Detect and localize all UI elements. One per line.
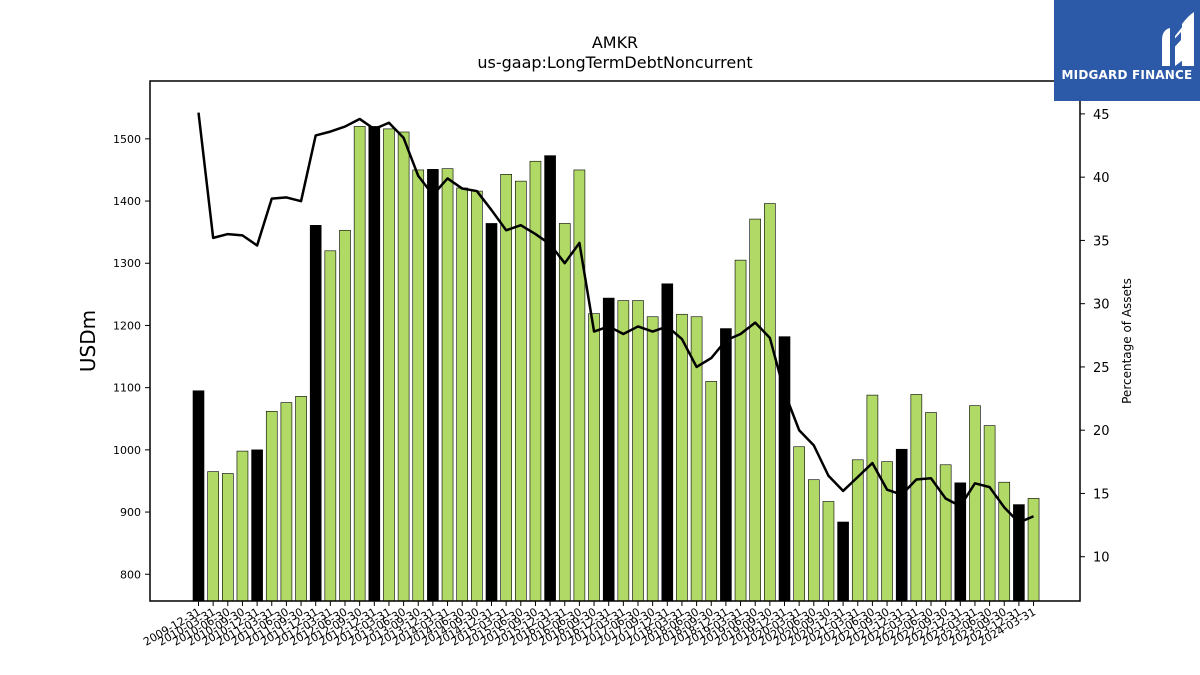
right-axis: 10 15 20 25 30 35 40 45	[1080, 108, 1110, 566]
bar-2010-06-30	[222, 473, 234, 602]
bar-2012-12-31	[368, 126, 381, 602]
y-tick-label: 1200	[113, 319, 141, 332]
bar-2013-06-30	[397, 131, 410, 602]
bar-2018-12-31	[720, 328, 732, 602]
bar-2023-06-30	[983, 425, 996, 602]
plot-frame	[149, 80, 1081, 602]
y2-tick-label: 20	[1093, 424, 1110, 439]
bar-series	[192, 126, 1040, 602]
bar-2019-06-30	[749, 218, 762, 602]
bar-2017-03-31	[617, 300, 630, 602]
y2-tick-label: 15	[1093, 487, 1110, 502]
bar-2017-09-30	[646, 316, 659, 602]
line-series	[197, 112, 1035, 524]
bar-2020-03-31	[793, 446, 805, 602]
bar-2017-06-30	[632, 300, 644, 602]
y2-tick-label: 45	[1093, 108, 1110, 123]
bar-2010-12-31	[251, 449, 263, 602]
bar-2012-06-30	[339, 229, 351, 602]
bar-2012-09-30	[353, 126, 366, 602]
bar-2014-06-30	[456, 187, 469, 602]
chart-title: AMKR	[592, 33, 638, 52]
bar-2024-03-31	[1027, 498, 1040, 602]
y2-axis-label: Percentage of Assets	[1120, 278, 1134, 404]
bar-2022-09-30	[939, 464, 952, 602]
y-axis-label: USDm	[76, 310, 100, 372]
y-tick-label: 1400	[113, 195, 141, 208]
bar-2015-03-31	[500, 174, 512, 602]
bar-2015-09-30	[529, 160, 542, 602]
pct-assets-line	[197, 112, 1035, 524]
bar-2015-12-31	[544, 155, 556, 602]
bar-2010-09-30	[236, 450, 249, 602]
bar-2022-06-30	[925, 412, 937, 602]
bar-2013-03-31	[383, 128, 395, 602]
bar-2020-12-31	[837, 521, 849, 602]
y-tick-label: 1100	[113, 382, 141, 395]
y2-tick-label: 40	[1093, 171, 1110, 186]
bar-2021-12-31	[895, 448, 908, 602]
bar-2023-03-31	[969, 405, 981, 602]
bar-2019-03-31	[734, 259, 747, 602]
bar-2020-09-30	[822, 501, 835, 602]
bar-2011-12-31	[309, 225, 322, 602]
y2-tick-label: 35	[1093, 234, 1110, 249]
bar-2015-06-30	[514, 180, 527, 602]
y2-tick-label: 10	[1093, 551, 1110, 566]
bar-2014-12-31	[485, 223, 498, 602]
bar-2016-06-30	[573, 169, 586, 602]
bar-2013-09-30	[412, 169, 425, 602]
bar-2021-06-30	[866, 394, 879, 602]
bar-2010-03-31	[207, 471, 219, 602]
midgard-m-logo-icon	[1162, 12, 1194, 66]
bar-2012-03-31	[324, 250, 337, 602]
y-tick-label: 1300	[113, 257, 141, 270]
bar-2022-03-31	[910, 394, 923, 602]
y2-tick-label: 25	[1093, 361, 1110, 376]
bar-2018-03-31	[676, 313, 688, 602]
bar-2011-09-30	[295, 396, 307, 602]
bar-2016-03-31	[558, 223, 571, 602]
bar-2016-09-30	[588, 313, 600, 602]
left-axis: 800 900 1000 1100 1200 1300 1400 1500	[113, 133, 150, 581]
bar-2011-03-31	[265, 410, 278, 602]
y2-tick-label: 30	[1093, 298, 1110, 313]
bar-2014-09-30	[471, 190, 483, 602]
y-tick-label: 800	[120, 568, 141, 581]
bar-2020-06-30	[807, 479, 820, 602]
bar-2013-12-31	[427, 169, 439, 602]
chart-subtitle: us-gaap:LongTermDebtNoncurrent	[477, 53, 752, 72]
bar-2011-06-30	[280, 402, 293, 602]
y-tick-label: 1000	[113, 444, 141, 457]
bar-2014-03-31	[441, 168, 454, 602]
brand-logo: MIDGARD FINANCE	[1054, 0, 1200, 101]
brand-name: MIDGARD FINANCE	[1061, 68, 1193, 82]
y-tick-label: 1500	[113, 133, 141, 146]
bar-2019-09-30	[764, 203, 776, 602]
bar-2016-12-31	[602, 297, 615, 602]
x-axis: 2009-12-312010-03-312010-06-302010-09-30…	[141, 601, 1038, 649]
bar-2009-12-31	[192, 390, 205, 602]
bar-2018-09-30	[705, 381, 718, 602]
y-tick-label: 900	[120, 506, 141, 519]
